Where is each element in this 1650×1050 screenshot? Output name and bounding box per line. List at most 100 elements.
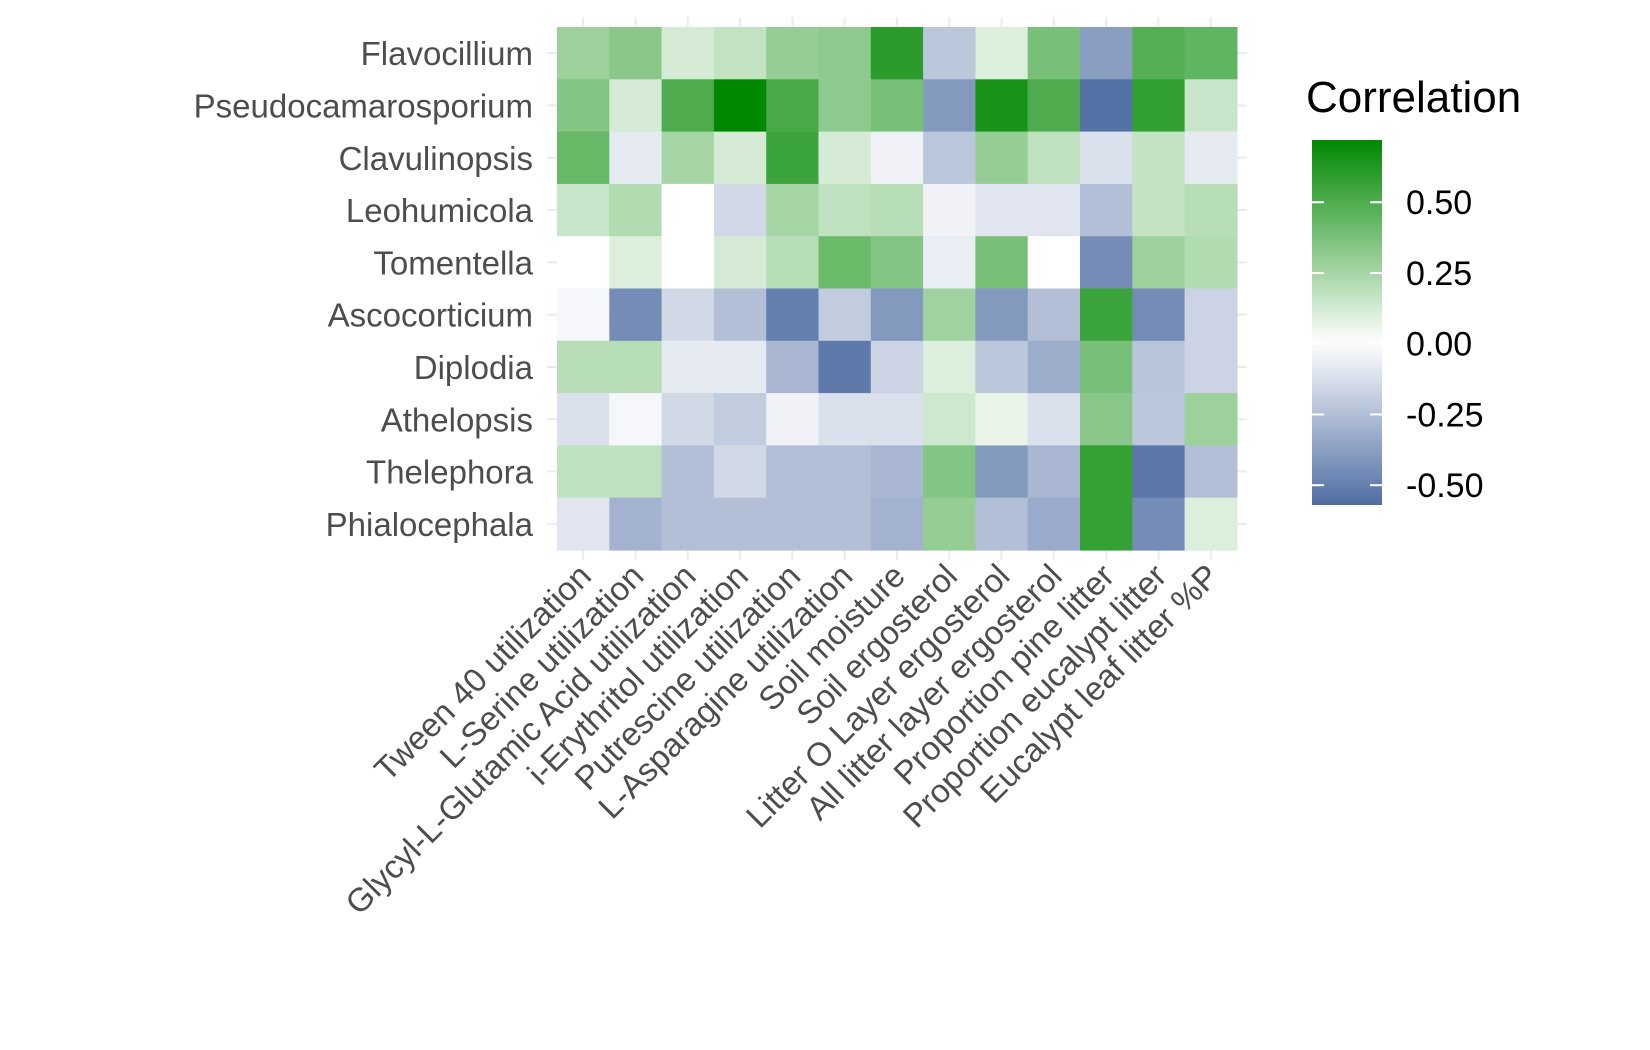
y-tick-label: Clavulinopsis: [339, 140, 533, 177]
heatmap-cell: [818, 445, 872, 499]
heatmap-cell: [766, 131, 820, 185]
heatmap-cell: [975, 131, 1029, 185]
y-tick-label: Ascocorticium: [328, 297, 533, 334]
heatmap-cell: [923, 183, 976, 237]
heatmap-panel: [547, 17, 1247, 560]
y-axis-labels: Flavocillium Pseudocamarosporium Clavulino…: [194, 35, 534, 543]
heatmap-cell: [766, 183, 820, 237]
heatmap-cell: [557, 445, 610, 499]
legend: Correlation 0.50 0.25 0.00 -0.25 -0.50: [1306, 73, 1521, 505]
heatmap-cell: [557, 79, 610, 133]
heatmap-cell: [923, 288, 976, 342]
heatmap-cell: [713, 27, 767, 80]
heatmap-cell: [557, 27, 610, 80]
heatmap-cell: [609, 79, 663, 133]
heatmap-cell: [713, 131, 767, 185]
heatmap-cell: [818, 79, 872, 133]
heatmap-cell: [1080, 183, 1133, 237]
heatmap-cell: [1184, 393, 1238, 446]
heatmap-cell: [975, 288, 1029, 342]
heatmap-cell: [609, 131, 663, 185]
heatmap-cell: [713, 340, 767, 394]
heatmap-cell: [661, 445, 715, 499]
heatmap-cell: [975, 445, 1029, 499]
legend-tick-label: 0.00: [1406, 326, 1472, 364]
heatmap-cell: [557, 497, 610, 551]
heatmap-cell: [661, 497, 715, 551]
heatmap-cell: [1184, 236, 1238, 290]
heatmap-cell: [923, 393, 976, 446]
heatmap-cell: [609, 340, 663, 394]
heatmap-cell: [1132, 183, 1186, 237]
heatmap-cell: [1132, 393, 1186, 446]
legend-tick-label: -0.50: [1406, 467, 1484, 505]
heatmap-cell: [818, 393, 872, 446]
heatmap-cell: [713, 288, 767, 342]
heatmap-cell: [661, 183, 715, 237]
heatmap-cell: [923, 27, 976, 80]
heatmap-cell: [713, 497, 767, 551]
heatmap-cell: [1132, 445, 1186, 499]
heatmap-cell: [713, 445, 767, 499]
heatmap-cell: [870, 497, 924, 551]
heatmap-cell: [557, 393, 610, 446]
heatmap-cell: [1184, 27, 1238, 80]
heatmap-cell: [766, 236, 820, 290]
heatmap-cell: [661, 236, 715, 290]
heatmap-cell: [923, 79, 976, 133]
heatmap-cell: [1027, 445, 1081, 499]
heatmap-cell: [661, 288, 715, 342]
heatmap-cell: [1027, 183, 1081, 237]
y-tick-label: Pseudocamarosporium: [194, 87, 533, 124]
heatmap-cell: [1132, 340, 1186, 394]
heatmap-cell: [923, 445, 976, 499]
heatmap-cell: [1080, 79, 1133, 133]
heatmap-cell: [818, 340, 872, 394]
legend-tick-label: -0.25: [1406, 396, 1484, 434]
heatmap-cell: [557, 288, 610, 342]
heatmap-cell: [1027, 288, 1081, 342]
heatmap-cell: [661, 131, 715, 185]
heatmap-cell: [870, 131, 924, 185]
heatmap-cell: [1080, 131, 1133, 185]
heatmap-cell: [923, 340, 976, 394]
heatmap-cell: [818, 131, 872, 185]
heatmap-cell: [1080, 393, 1133, 446]
heatmap-cell: [1184, 183, 1238, 237]
heatmap-cell: [1080, 288, 1133, 342]
heatmap-cell: [923, 497, 976, 551]
y-tick-label: Athelopsis: [381, 401, 533, 438]
legend-ticks: 0.50 0.25 0.00 -0.25 -0.50: [1312, 184, 1484, 505]
heatmap-cell: [766, 393, 820, 446]
y-tick-label: Flavocillium: [361, 35, 533, 72]
heatmap-cell: [818, 27, 872, 80]
heatmap-cell: [766, 288, 820, 342]
heatmap-cell: [713, 79, 767, 133]
heatmap-cell: [818, 497, 872, 551]
heatmap-cell: [1184, 288, 1238, 342]
heatmap-cell: [1027, 27, 1081, 80]
heatmap-cell: [661, 79, 715, 133]
y-tick-label: Thelephora: [366, 454, 534, 491]
heatmap-cell: [923, 236, 976, 290]
heatmap-cell: [870, 393, 924, 446]
heatmap-cell: [1027, 340, 1081, 394]
heatmap-cell: [609, 183, 663, 237]
heatmap-cell: [766, 79, 820, 133]
legend-colorbar: [1312, 140, 1382, 505]
heatmap-cell: [1027, 131, 1081, 185]
heatmap-cell: [557, 183, 610, 237]
heatmap-cell: [661, 393, 715, 446]
heatmap-cell: [609, 445, 663, 499]
heatmap-cell: [818, 183, 872, 237]
heatmap-cell: [609, 27, 663, 80]
heatmap-cell: [766, 340, 820, 394]
heatmap-cell: [870, 183, 924, 237]
heatmap-cell: [870, 236, 924, 290]
heatmap-cell: [1184, 497, 1238, 551]
heatmap-cell: [1132, 236, 1186, 290]
heatmap-cell: [975, 27, 1029, 80]
heatmap-cell: [818, 288, 872, 342]
heatmap-cell: [1027, 79, 1081, 133]
